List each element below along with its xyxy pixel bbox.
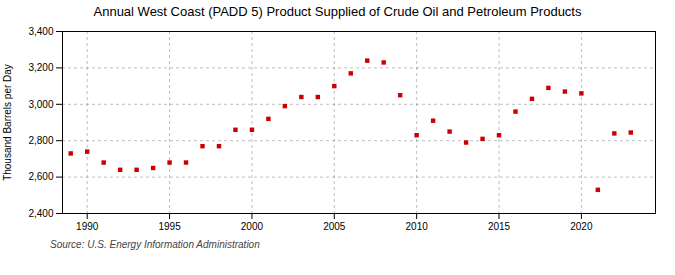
- svg-text:3,400: 3,400: [28, 26, 53, 37]
- svg-text:2020: 2020: [570, 221, 593, 232]
- svg-text:2,800: 2,800: [28, 135, 53, 146]
- svg-text:1995: 1995: [158, 221, 181, 232]
- svg-text:1990: 1990: [76, 221, 99, 232]
- svg-text:3,200: 3,200: [28, 62, 53, 73]
- svg-text:2015: 2015: [488, 221, 511, 232]
- svg-text:2000: 2000: [241, 221, 264, 232]
- svg-text:2,400: 2,400: [28, 208, 53, 219]
- svg-text:2,600: 2,600: [28, 171, 53, 182]
- svg-text:2010: 2010: [406, 221, 429, 232]
- html-text:Annual West Coast (PADD 5) Pro: Annual West Coast (PADD 5) Product Suppl…: [93, 4, 582, 19]
- html-text:Source: U.S. Energy Informatio: Source: U.S. Energy Information Administ…: [50, 239, 260, 250]
- svg-text:2005: 2005: [323, 221, 346, 232]
- svg-text:Thousand Barrels per Day: Thousand Barrels per Day: [2, 64, 13, 181]
- svg-text:3,000: 3,000: [28, 99, 53, 110]
